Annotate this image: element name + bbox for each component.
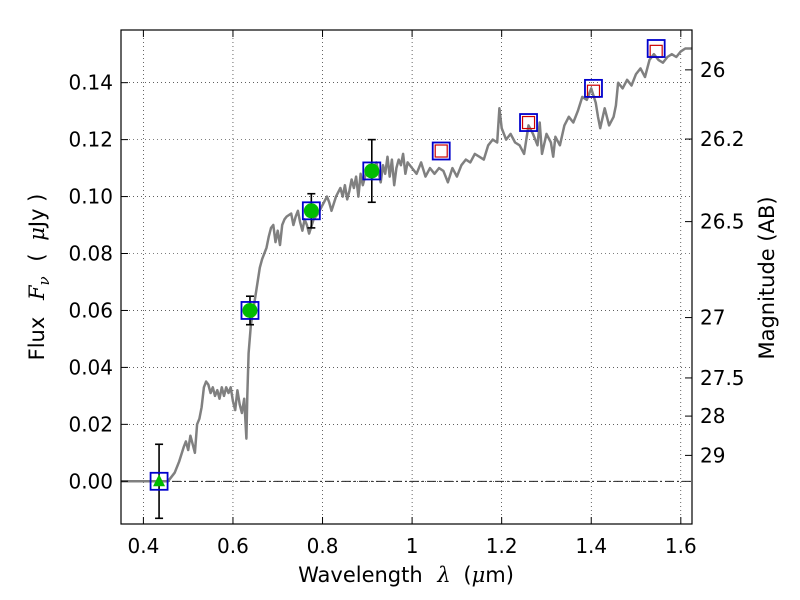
y-tick-label: 0.14 xyxy=(68,71,113,95)
x-tick-label: 1 xyxy=(406,534,419,558)
y2-tick-label: 29 xyxy=(700,443,725,467)
x-tick-label: 0.8 xyxy=(307,534,339,558)
y2-tick-label: 26.2 xyxy=(700,127,745,151)
nir-marker xyxy=(434,144,448,158)
y-tick-label: 0.04 xyxy=(68,355,113,379)
y-tick-labels: 0.00 0.02 0.04 0.06 0.08 0.10 0.12 0.14 xyxy=(68,71,113,494)
y-tick-label: 0.02 xyxy=(68,412,113,436)
model-spectrum-line xyxy=(121,47,692,483)
y2-tick-label: 28 xyxy=(700,404,725,428)
model-band-marker xyxy=(362,161,382,181)
grid-lines xyxy=(121,30,692,524)
y2-tick-label: 27 xyxy=(700,306,725,330)
model-band-marker xyxy=(431,141,451,161)
y-tick-label: 0.08 xyxy=(68,242,113,266)
model-band-marker xyxy=(646,39,666,58)
x-tick-label: 1.4 xyxy=(575,534,607,558)
y-tick-label: 0.06 xyxy=(68,298,113,322)
x-tick-label: 0.6 xyxy=(217,534,249,558)
nir-marker xyxy=(521,115,536,130)
axis-ticks xyxy=(121,30,692,524)
model-band-marker xyxy=(584,78,603,98)
x-tick-label: 1.6 xyxy=(665,534,697,558)
y2-tick-label: 26 xyxy=(700,58,725,82)
x-tick-label: 0.4 xyxy=(127,534,159,558)
y-tick-label: 0.10 xyxy=(68,185,113,209)
y2-axis-title: Magnitude (AB) xyxy=(755,196,779,359)
photometry-markers xyxy=(149,39,666,520)
y-tick-label: 0.00 xyxy=(68,469,113,493)
x-tick-labels: 0.4 0.6 0.8 1 1.2 1.4 1.6 xyxy=(127,534,696,558)
model-band-marker xyxy=(240,301,260,320)
y2-tick-label: 27.5 xyxy=(700,366,745,390)
y-tick-label: 0.12 xyxy=(68,128,113,152)
model-band-marker xyxy=(301,201,321,221)
model-band-marker xyxy=(519,113,538,132)
y2-tick-labels: 26 26.2 26.5 27 27.5 28 29 xyxy=(700,58,745,468)
model-band-marker xyxy=(149,471,169,491)
detection-marker xyxy=(242,302,258,318)
y-axis-title: Flux Fν ( μJy ) xyxy=(25,194,54,361)
plot-frame xyxy=(120,29,693,525)
x-axis-title: Wavelength λ (μm) xyxy=(298,563,514,587)
upper-limit-marker xyxy=(153,474,166,487)
y2-tick-label: 26.5 xyxy=(700,210,745,234)
x-tick-label: 1.2 xyxy=(486,534,518,558)
detection-marker xyxy=(303,203,319,219)
detection-marker xyxy=(364,163,380,179)
